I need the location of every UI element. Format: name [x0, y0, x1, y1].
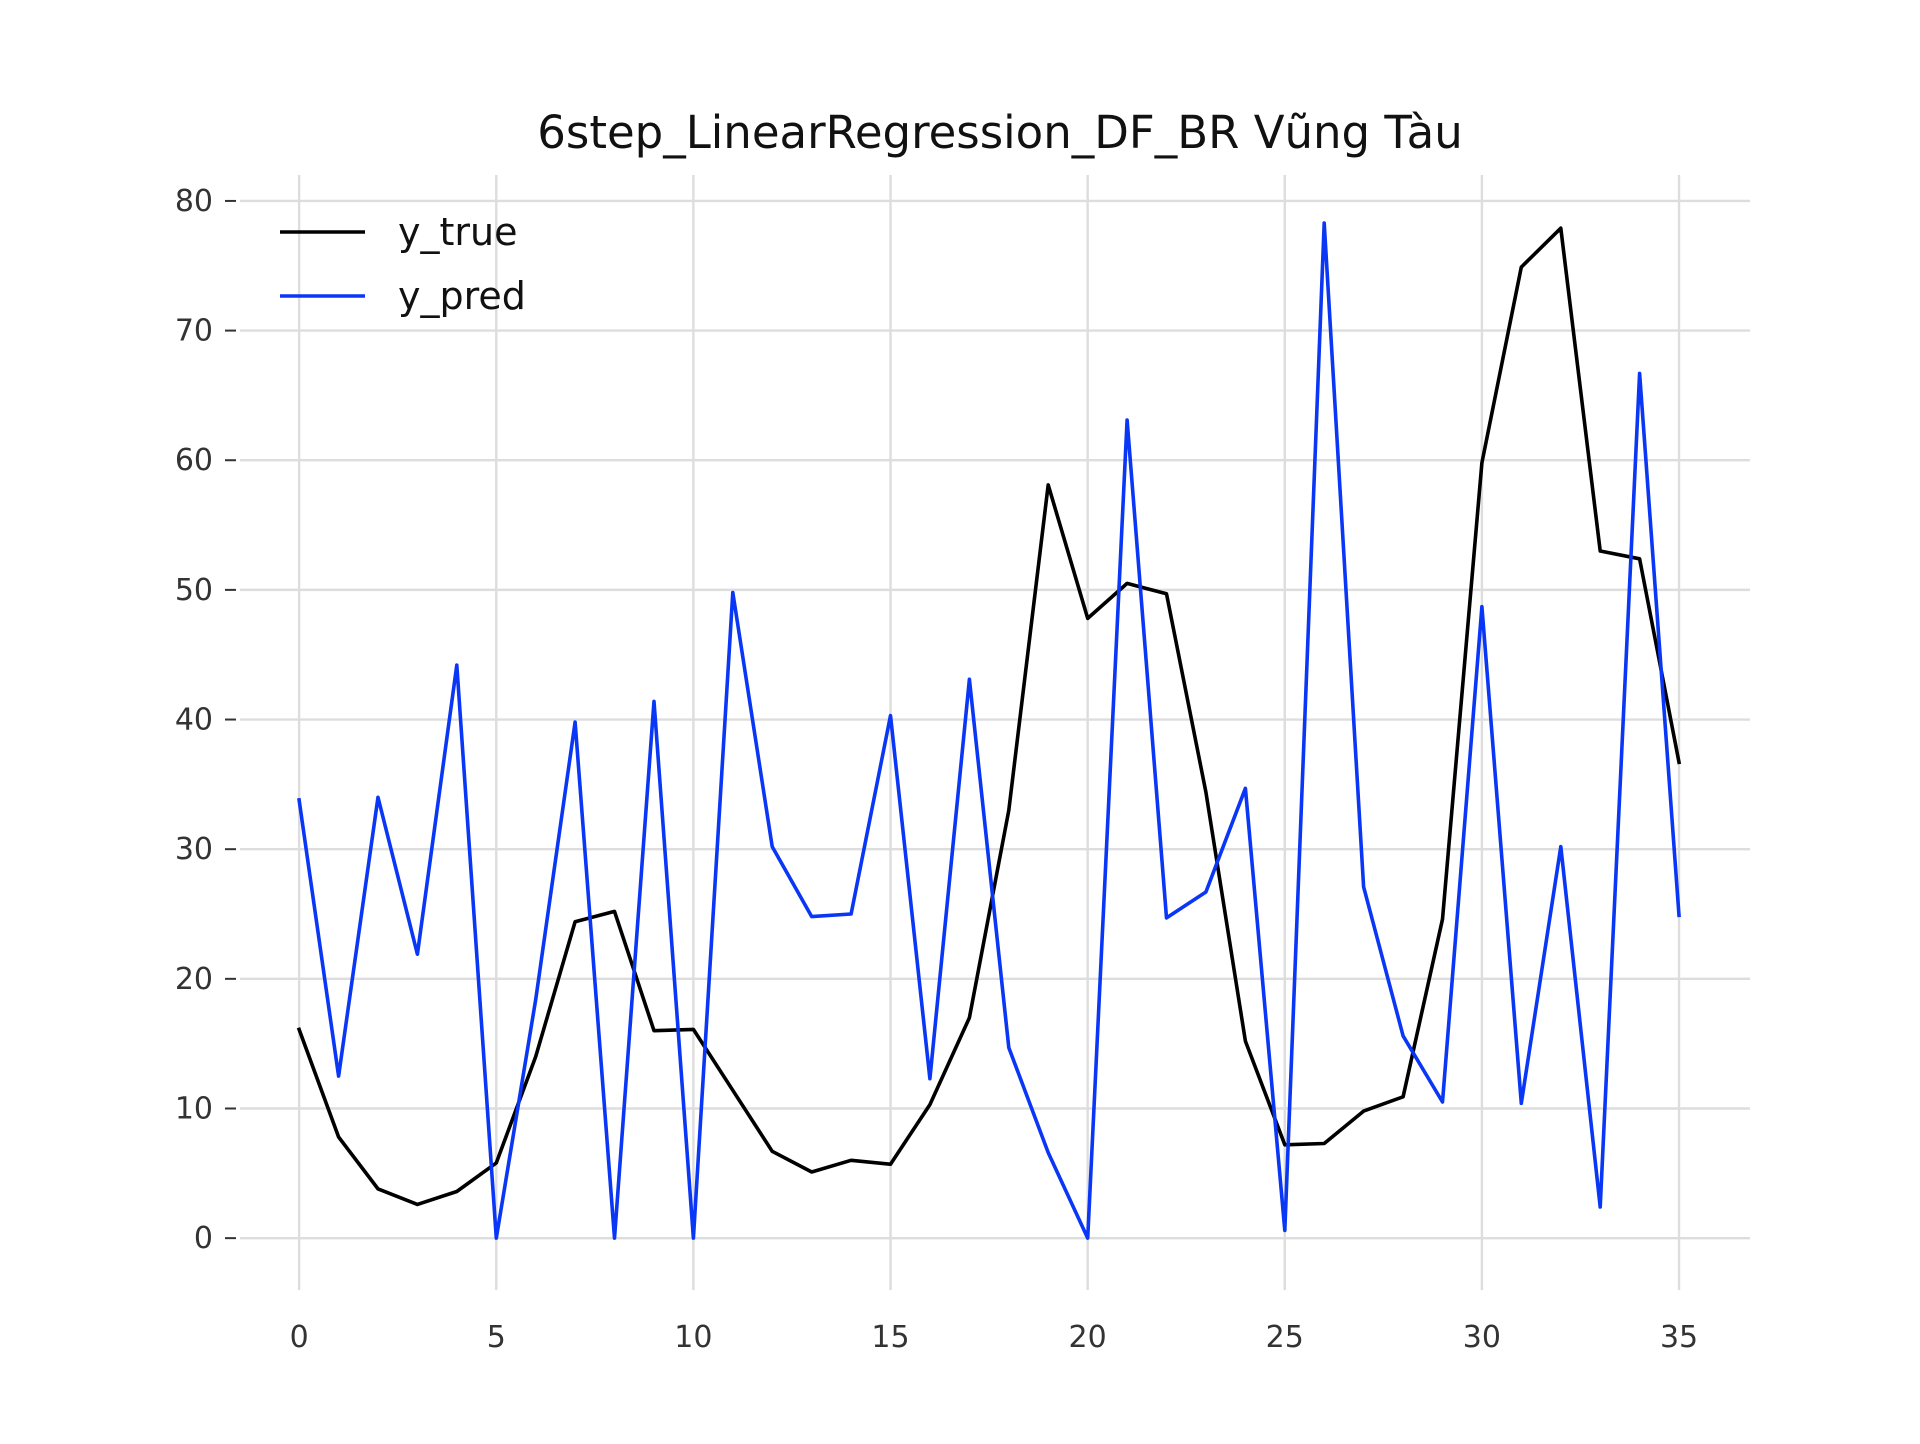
- series-line-y-pred: [297, 221, 1681, 1240]
- x-tick-label: 35: [1660, 1320, 1698, 1355]
- y-tick-label: 30: [175, 832, 213, 867]
- x-tick-label: 0: [290, 1320, 309, 1355]
- x-tick-label: 5: [487, 1320, 506, 1355]
- grid: [240, 175, 1750, 1290]
- series-lines: [296, 221, 1682, 1240]
- series-line-y-true: [296, 226, 1682, 1207]
- x-tick-label: 15: [871, 1320, 909, 1355]
- x-tick-label: 25: [1266, 1320, 1304, 1355]
- y-tick-label: 80: [175, 184, 213, 219]
- y-tick-label: 60: [175, 443, 213, 478]
- x-tick-label: 20: [1069, 1320, 1107, 1355]
- y-tick-label: 10: [175, 1091, 213, 1126]
- y-tick-label: 50: [175, 573, 213, 608]
- axis-ticks: 0 5 10 15 20 25 30 35 0 10 20 30 40 50 60 70 80: [175, 184, 1698, 1355]
- y-tick-label: 40: [175, 703, 213, 738]
- legend-label-y-pred: y_pred: [398, 274, 526, 318]
- x-tick-label: 10: [674, 1320, 712, 1355]
- y-tick-label: 0: [194, 1221, 213, 1256]
- y-tick-label: 70: [175, 314, 213, 349]
- legend-label-y-true: y_true: [398, 210, 517, 254]
- legend: y_true y_pred: [280, 210, 526, 318]
- chart-title: 6step_LinearRegression_DF_BR Vũng Tàu: [537, 106, 1462, 159]
- x-tick-label: 30: [1463, 1320, 1501, 1355]
- y-tick-label: 20: [175, 962, 213, 997]
